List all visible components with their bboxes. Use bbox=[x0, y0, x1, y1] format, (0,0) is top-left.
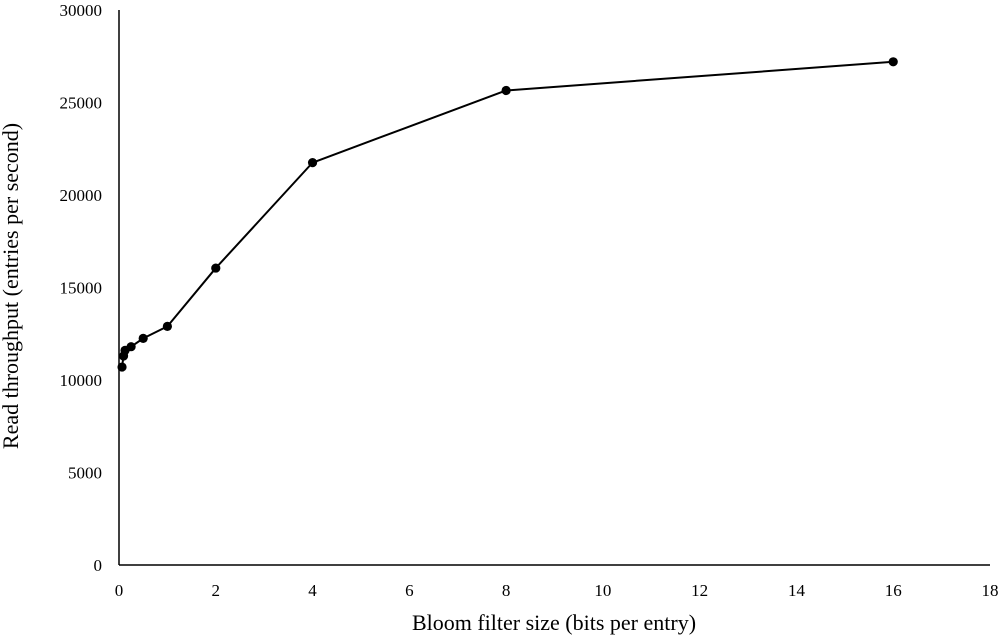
data-point bbox=[211, 263, 221, 273]
x-tick-label: 12 bbox=[691, 581, 708, 600]
data-point bbox=[126, 342, 136, 352]
y-tick-label: 20000 bbox=[60, 186, 103, 205]
data-point bbox=[138, 333, 148, 343]
x-tick-label: 14 bbox=[788, 581, 806, 600]
x-tick-label: 16 bbox=[885, 581, 902, 600]
data-point bbox=[307, 158, 318, 168]
x-axis-title: Bloom filter size (bits per entry) bbox=[412, 610, 696, 635]
series bbox=[117, 57, 898, 372]
y-tick-label: 10000 bbox=[60, 371, 103, 390]
x-tick-label: 18 bbox=[982, 581, 999, 600]
y-tick-label: 15000 bbox=[60, 279, 103, 298]
series-line bbox=[121, 60, 894, 368]
x-tick-label: 10 bbox=[594, 581, 611, 600]
data-point bbox=[117, 362, 127, 372]
y-tick-label: 5000 bbox=[68, 464, 102, 483]
x-tick-label: 8 bbox=[502, 581, 511, 600]
x-tick-label: 4 bbox=[308, 581, 317, 600]
x-tick-label: 2 bbox=[212, 581, 221, 600]
data-point bbox=[501, 85, 511, 96]
data-point bbox=[888, 57, 898, 67]
axes bbox=[118, 10, 990, 566]
x-tick-label: 6 bbox=[405, 581, 414, 600]
data-point bbox=[162, 321, 172, 331]
y-tick-label: 30000 bbox=[60, 1, 103, 20]
y-axis-title: Read throughput (entries per second) bbox=[0, 123, 23, 449]
x-tick-label: 0 bbox=[115, 581, 124, 600]
tick-labels: 0 2 4 6 8 10 12 14 16 18 0 5000 10000 15000 20000 25000… bbox=[60, 1, 999, 600]
y-tick-label: 0 bbox=[94, 556, 103, 575]
y-tick-label: 25000 bbox=[60, 94, 103, 113]
